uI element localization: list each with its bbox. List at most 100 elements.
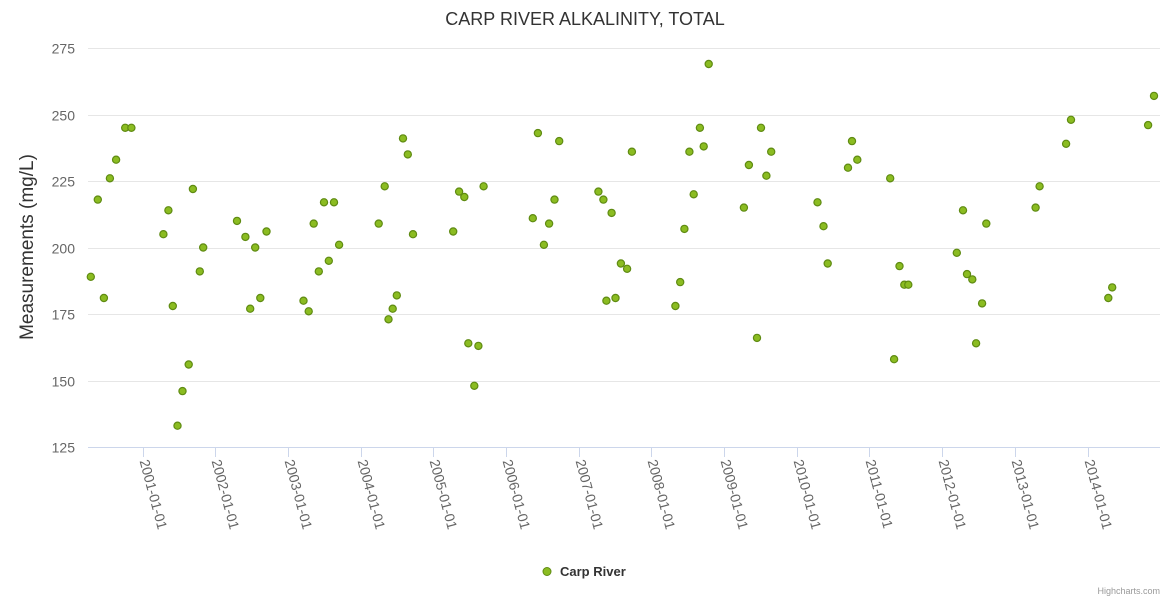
data-point[interactable]	[599, 195, 608, 204]
data-point[interactable]	[739, 203, 749, 212]
data-point[interactable]	[1104, 293, 1113, 303]
data-point[interactable]	[178, 386, 187, 396]
data-point[interactable]	[86, 272, 96, 281]
data-point[interactable]	[334, 240, 344, 249]
data-point[interactable]	[388, 304, 397, 313]
data-point[interactable]	[299, 296, 308, 305]
data-point[interactable]	[408, 229, 418, 239]
data-point[interactable]	[262, 227, 271, 236]
data-point[interactable]	[853, 155, 862, 164]
data-point[interactable]	[616, 259, 626, 268]
data-point[interactable]	[904, 280, 913, 289]
data-point[interactable]	[627, 147, 637, 156]
data-point[interactable]	[309, 219, 318, 228]
data-point[interactable]	[685, 147, 694, 156]
data-point[interactable]	[971, 339, 981, 348]
data-point[interactable]	[93, 195, 103, 204]
data-point[interactable]	[324, 256, 333, 265]
data-point[interactable]	[398, 134, 408, 143]
data-point[interactable]	[99, 293, 109, 303]
data-point[interactable]	[533, 128, 543, 138]
data-point[interactable]	[752, 333, 762, 343]
data-point[interactable]	[1031, 203, 1040, 212]
data-point[interactable]	[611, 293, 620, 303]
data-point[interactable]	[1061, 139, 1071, 148]
data-point[interactable]	[555, 136, 564, 146]
data-point[interactable]	[198, 243, 208, 252]
data-point[interactable]	[184, 360, 193, 369]
data-point[interactable]	[680, 224, 689, 234]
data-point[interactable]	[602, 296, 611, 305]
data-point[interactable]	[314, 267, 323, 276]
data-point[interactable]	[977, 299, 987, 308]
data-point[interactable]	[962, 269, 972, 279]
data-point[interactable]	[889, 355, 899, 364]
data-point[interactable]	[847, 136, 857, 146]
data-point[interactable]	[384, 315, 393, 324]
data-point[interactable]	[159, 229, 168, 239]
data-point[interactable]	[460, 192, 469, 202]
data-point[interactable]	[127, 123, 136, 133]
data-point[interactable]	[762, 171, 771, 180]
data-point[interactable]	[380, 182, 389, 191]
data-point[interactable]	[528, 213, 538, 223]
data-point[interactable]	[744, 160, 754, 170]
data-point[interactable]	[111, 155, 121, 164]
data-point[interactable]	[195, 267, 204, 276]
data-point[interactable]	[695, 123, 705, 133]
data-point[interactable]	[544, 219, 554, 228]
data-point[interactable]	[823, 259, 832, 268]
data-point[interactable]	[767, 147, 776, 156]
data-point[interactable]	[188, 184, 198, 194]
data-point[interactable]	[968, 275, 977, 284]
credits[interactable]: Highcharts.com	[1097, 586, 1160, 596]
data-point[interactable]	[168, 301, 177, 311]
legend[interactable]: Carp River	[542, 564, 626, 579]
data-point[interactable]	[594, 187, 603, 196]
data-point[interactable]	[1066, 115, 1076, 125]
data-point[interactable]	[1149, 91, 1159, 101]
data-point[interactable]	[689, 190, 698, 199]
data-point[interactable]	[895, 261, 904, 271]
data-point[interactable]	[819, 221, 828, 231]
data-point[interactable]	[256, 293, 265, 303]
data-point[interactable]	[813, 198, 822, 207]
data-point[interactable]	[474, 341, 483, 351]
data-point[interactable]	[886, 174, 895, 183]
data-point[interactable]	[843, 163, 853, 172]
legend-item-label[interactable]: Carp River	[560, 564, 626, 579]
data-point[interactable]	[241, 232, 250, 242]
data-point[interactable]	[392, 291, 401, 300]
data-point[interactable]	[607, 208, 616, 218]
data-point[interactable]	[173, 421, 182, 430]
data-point[interactable]	[470, 381, 479, 390]
data-point[interactable]	[1035, 182, 1044, 191]
series-carp-river[interactable]	[86, 59, 1159, 430]
data-point[interactable]	[756, 123, 766, 133]
data-point[interactable]	[449, 227, 458, 236]
data-point[interactable]	[232, 216, 242, 226]
data-point[interactable]	[982, 219, 991, 228]
data-point[interactable]	[464, 339, 473, 348]
data-point[interactable]	[622, 264, 632, 273]
data-point[interactable]	[374, 219, 383, 228]
data-point[interactable]	[454, 187, 464, 196]
data-point[interactable]	[479, 182, 488, 191]
data-point[interactable]	[704, 59, 713, 69]
data-point[interactable]	[671, 301, 680, 311]
data-point[interactable]	[250, 243, 260, 252]
data-point[interactable]	[539, 240, 549, 249]
data-point[interactable]	[676, 277, 685, 287]
data-point[interactable]	[1143, 120, 1153, 130]
data-point[interactable]	[304, 307, 313, 316]
data-point[interactable]	[329, 198, 339, 207]
data-point[interactable]	[952, 248, 962, 257]
data-point[interactable]	[319, 198, 329, 207]
data-point[interactable]	[164, 206, 173, 215]
data-point[interactable]	[1107, 283, 1117, 292]
data-point[interactable]	[105, 174, 115, 183]
data-point[interactable]	[958, 206, 968, 215]
data-point[interactable]	[403, 150, 412, 159]
data-point[interactable]	[550, 195, 559, 204]
data-point[interactable]	[699, 142, 708, 151]
